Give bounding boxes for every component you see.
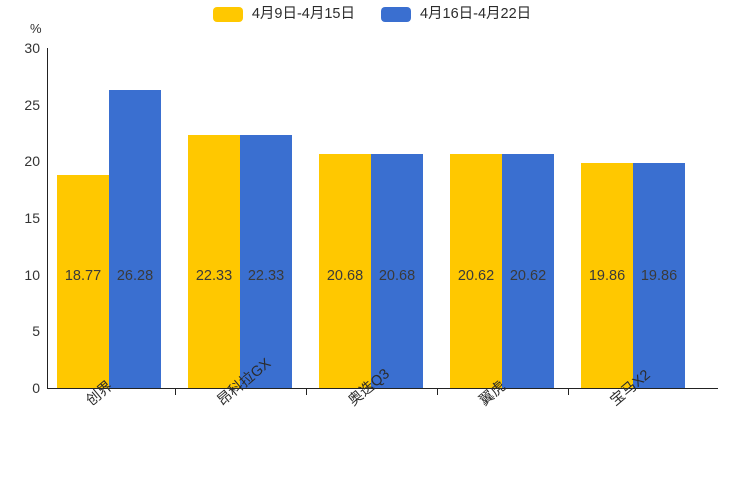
- legend-swatch-icon-period-2: [380, 7, 411, 22]
- x-axis-tickmark: [174, 389, 176, 395]
- legend-item-period-1[interactable]: 4月9日-4月15日: [212, 6, 355, 23]
- bar[interactable]: 20.68: [319, 153, 371, 388]
- bar-value-label: 20.62: [457, 268, 495, 284]
- bar-value-label: 20.62: [509, 268, 547, 284]
- bar-group: 20.62 20.62: [450, 48, 554, 388]
- bar[interactable]: 20.68: [371, 153, 423, 388]
- bar[interactable]: 22.33: [188, 134, 240, 388]
- bar[interactable]: 20.62: [450, 154, 502, 388]
- y-axis-tick-25: 25: [24, 96, 40, 113]
- bar[interactable]: 26.28: [109, 90, 161, 388]
- bar[interactable]: 18.77: [57, 175, 109, 388]
- y-axis-tick-labels: 30 25 20 15 10 5 0: [0, 0, 40, 496]
- bar[interactable]: 22.33: [240, 134, 292, 388]
- y-axis-tick-10: 10: [24, 266, 40, 283]
- y-axis-unit-label: %: [30, 21, 42, 36]
- bar-group: 19.86 19.86: [581, 48, 685, 388]
- bar-group: 18.77 26.28: [57, 48, 161, 388]
- legend-item-period-2[interactable]: 4月16日-4月22日: [380, 6, 532, 23]
- x-axis-tickmark: [436, 389, 438, 395]
- bar-value-label: 20.68: [378, 268, 416, 284]
- y-axis-tick-0: 0: [32, 380, 40, 396]
- y-axis-tick-15: 15: [24, 210, 40, 226]
- bar-value-label: 18.77: [64, 268, 102, 284]
- y-axis-tick-5: 5: [32, 323, 40, 340]
- y-axis-tick-20: 20: [24, 153, 40, 170]
- chart-legend: 4月9日-4月15日 4月16日-4月22日: [0, 7, 744, 22]
- bar-value-label: 22.33: [195, 268, 233, 284]
- bar-value-label: 26.28: [116, 268, 154, 284]
- bar[interactable]: 19.86: [581, 162, 633, 388]
- bar[interactable]: 20.62: [502, 154, 554, 388]
- bar-value-label: 20.68: [326, 268, 364, 284]
- bar[interactable]: 19.86: [633, 162, 685, 388]
- y-axis-line: [47, 48, 48, 389]
- plot-area: 18.77 26.28 22.33 22.33 20.68 20.68 20.62 20.62…: [47, 48, 718, 388]
- bar-value-label: 19.86: [640, 268, 678, 284]
- bar-value-label: 22.33: [247, 268, 285, 284]
- bar-group: 22.33 22.33: [188, 48, 292, 388]
- legend-swatch-icon-period-1: [212, 7, 243, 22]
- legend-label-period-2: 4月16日-4月22日: [419, 6, 532, 23]
- bar-value-label: 19.86: [588, 268, 626, 284]
- bar-group: 20.68 20.68: [319, 48, 423, 388]
- legend-label-period-1: 4月9日-4月15日: [251, 6, 355, 23]
- x-axis-tickmark: [305, 389, 307, 395]
- x-axis-line: [47, 388, 718, 389]
- x-axis-tickmark: [567, 389, 569, 395]
- y-axis-tick-30: 30: [24, 40, 40, 56]
